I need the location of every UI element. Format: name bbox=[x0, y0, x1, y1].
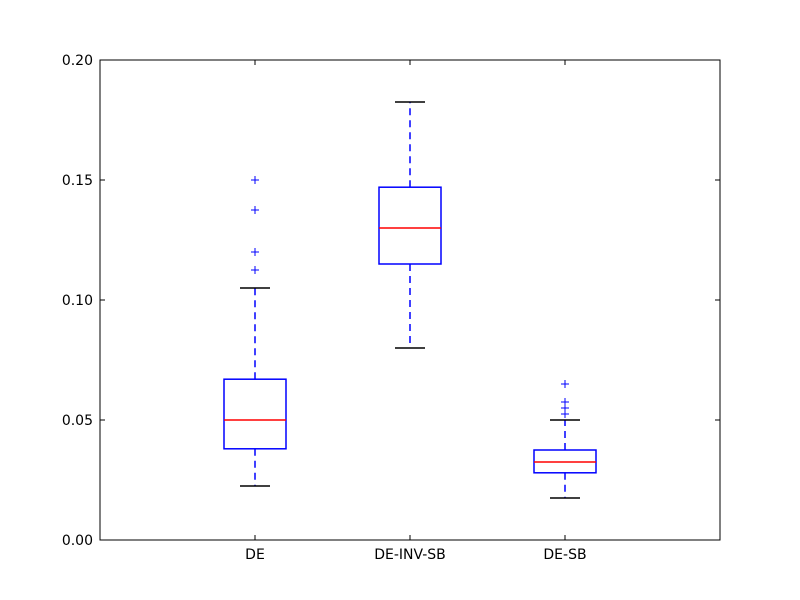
outlier-point bbox=[251, 248, 259, 256]
box bbox=[378, 186, 442, 265]
plot-area bbox=[223, 101, 597, 499]
box bbox=[223, 378, 287, 450]
y-tick-label: 0.05 bbox=[62, 413, 93, 429]
y-tick-label: 0.20 bbox=[62, 53, 93, 69]
x-tick-label: DE bbox=[245, 547, 265, 563]
y-tick-label: 0.00 bbox=[62, 533, 93, 549]
y-tick-label: 0.15 bbox=[62, 173, 93, 189]
x-tick-label: DE-SB bbox=[543, 547, 586, 563]
outlier-point bbox=[251, 176, 259, 184]
x-tick-label: DE-INV-SB bbox=[374, 547, 446, 563]
outlier-point bbox=[251, 266, 259, 274]
outlier-point bbox=[251, 206, 259, 214]
outlier-point bbox=[561, 398, 569, 406]
outlier-point bbox=[561, 380, 569, 388]
axis-ticks: 0.00 0.05 0.10 0.15 0.20 DE DE-INV-SB DE-SB bbox=[62, 53, 720, 563]
y-tick-label: 0.10 bbox=[62, 293, 93, 309]
